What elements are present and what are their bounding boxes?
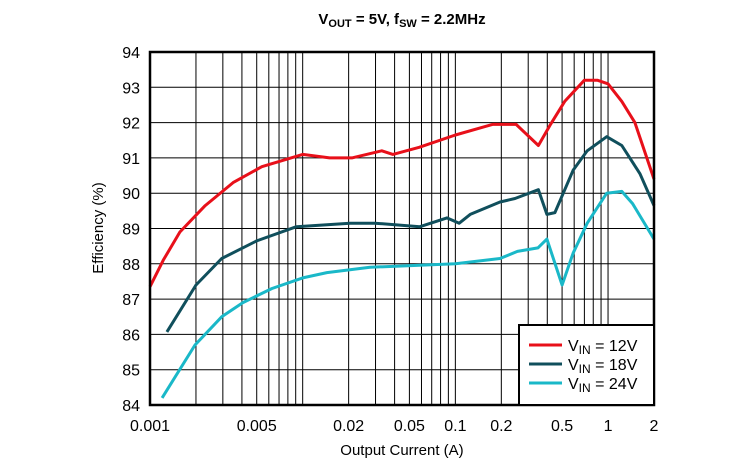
x-tick-label: 0.5	[551, 418, 573, 435]
plot-frame	[148, 50, 656, 407]
x-tick-label: 0.2	[490, 418, 512, 435]
legend-label: VIN = 12V	[568, 338, 638, 357]
y-tick-label: 88	[122, 257, 140, 274]
y-tick-label: 94	[122, 45, 140, 62]
y-tick-label: 92	[122, 116, 140, 133]
y-tick-label: 85	[122, 363, 140, 380]
y-tick-label: 89	[122, 222, 140, 239]
series-line-1	[165, 135, 656, 333]
chart-title: VOUT = 5V, fSW = 2.2MHz	[318, 11, 485, 30]
x-tick-label: 0.1	[444, 418, 466, 435]
y-tick-label: 87	[122, 292, 140, 309]
x-tick-label: 0.02	[333, 418, 364, 435]
x-axis-label: Output Current (A)	[340, 442, 463, 459]
x-tick-label: 0.005	[237, 418, 277, 435]
x-tick-label: 2	[650, 418, 659, 435]
x-tick-label: 0.05	[394, 418, 425, 435]
x-tick-label: 0.001	[130, 418, 170, 435]
y-tick-label: 86	[122, 327, 140, 344]
series-line-0	[148, 78, 656, 288]
series-line-2	[160, 189, 656, 399]
legend-label: VIN = 18V	[568, 357, 638, 376]
y-tick-label: 84	[122, 398, 140, 415]
y-axis-label: Efficiency (%)	[90, 182, 107, 273]
x-tick-label: 1	[604, 418, 613, 435]
y-tick-label: 91	[122, 151, 140, 168]
y-tick-label: 90	[122, 186, 140, 203]
legend-label: VIN = 24V	[568, 376, 638, 395]
y-tick-label: 93	[122, 80, 140, 97]
